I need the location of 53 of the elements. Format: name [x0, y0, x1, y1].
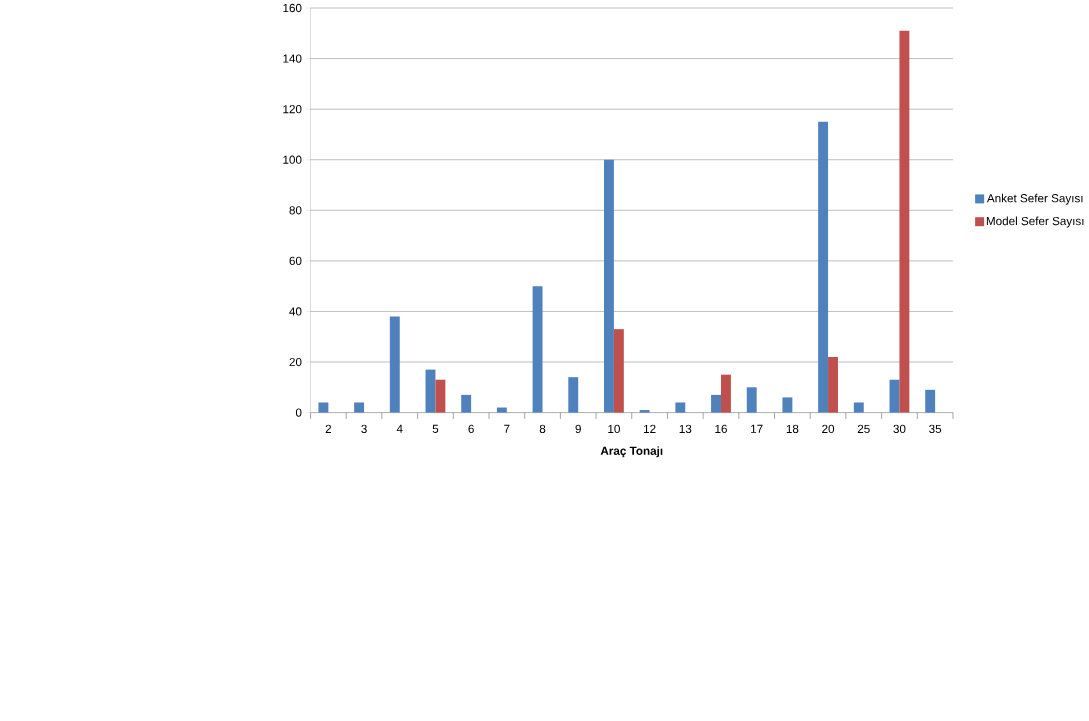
x-tick-label: 12 [643, 424, 656, 433]
x-tick-label: 2 [325, 424, 332, 433]
x-tick-label: 13 [679, 424, 692, 433]
bar [461, 394, 472, 413]
bar [711, 394, 721, 413]
bar [782, 397, 793, 413]
y-tick-label: 120 [283, 104, 302, 114]
x-tick-label: 20 [822, 424, 835, 433]
bar [746, 387, 757, 413]
bar [318, 402, 329, 413]
bar [532, 286, 543, 413]
y-tick-label: 160 [283, 3, 302, 13]
x-tick-label: 17 [751, 424, 763, 433]
y-tick-label: 100 [283, 155, 302, 164]
bar [603, 159, 614, 413]
x-tick-label: 8 [539, 424, 546, 433]
x-tick-label: 3 [361, 424, 367, 433]
x-tick-label: 9 [575, 424, 581, 433]
x-tick-label: 5 [432, 424, 439, 433]
bar [568, 377, 579, 413]
bar [828, 356, 838, 413]
bar [425, 369, 436, 413]
bar [899, 30, 910, 413]
y-tick-label: 20 [289, 357, 302, 367]
bar [675, 402, 686, 413]
bar [613, 329, 624, 413]
x-tick-label: 35 [929, 424, 942, 433]
x-tick-label: 25 [857, 424, 870, 433]
bar [435, 379, 446, 413]
bar [389, 316, 400, 413]
y-tick-label: 60 [289, 256, 302, 265]
bar [496, 407, 507, 413]
bar [639, 410, 650, 413]
bar [720, 374, 731, 413]
legend-label: Model Sefer Sayısı [986, 216, 1084, 228]
x-tick-label: 18 [786, 424, 799, 433]
y-tick-label: 140 [283, 54, 302, 63]
y-tick-label: 0 [295, 408, 302, 417]
y-tick-label: 80 [289, 206, 302, 215]
bar [889, 379, 900, 413]
x-axis-title: Araç Tonajı [600, 446, 663, 458]
x-tick-label: 30 [893, 424, 906, 433]
bar [818, 121, 829, 413]
x-tick-label: 10 [608, 424, 620, 433]
bar [853, 402, 864, 413]
legend-label: Anket Sefer Sayısı [986, 193, 1083, 205]
x-tick-label: 7 [504, 424, 510, 433]
y-tick-label: 40 [289, 307, 302, 316]
x-tick-label: 6 [468, 424, 474, 433]
x-tick-label: 16 [715, 424, 727, 433]
bar [354, 402, 365, 413]
bar [925, 389, 936, 413]
x-tick-label: 4 [396, 424, 403, 433]
